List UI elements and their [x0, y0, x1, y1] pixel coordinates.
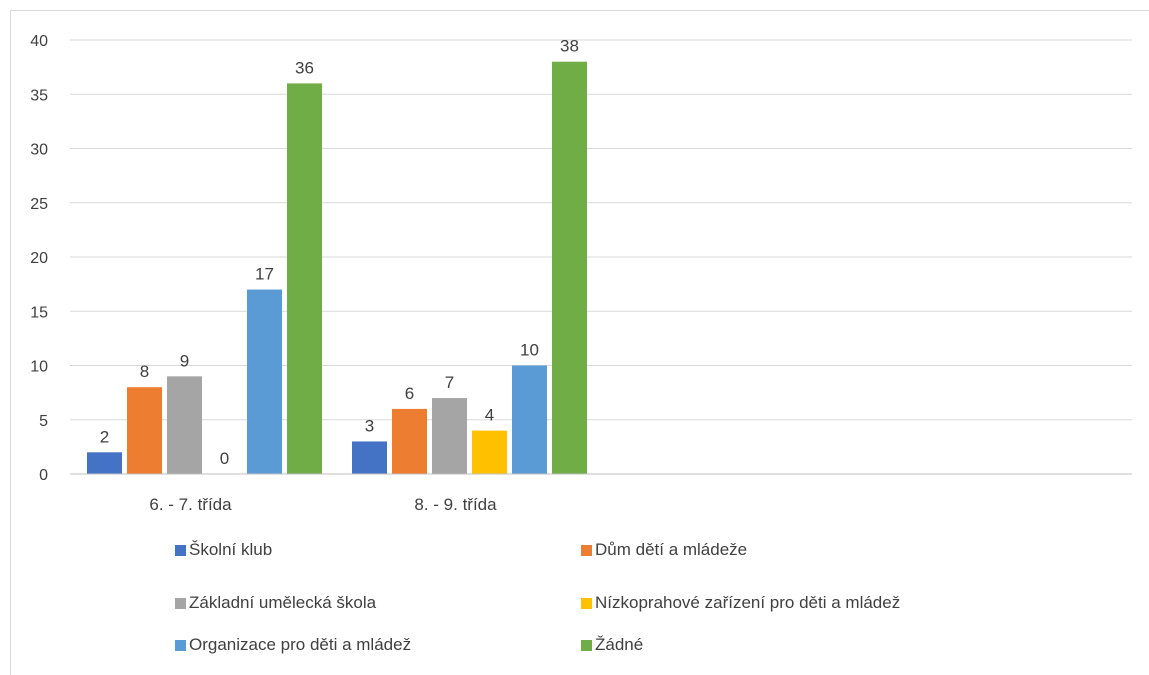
data-label: 4: [485, 406, 494, 425]
y-tick-label: 10: [30, 359, 48, 376]
gridlines: [70, 39, 1132, 475]
chart-frame-left-border: [10, 10, 11, 675]
y-tick-label: 5: [39, 413, 48, 430]
bar: [432, 398, 467, 474]
data-label: 6: [405, 384, 414, 403]
data-label: 9: [180, 351, 189, 370]
data-label: 17: [255, 265, 274, 284]
data-label: 8: [140, 362, 149, 381]
y-tick-label: 0: [39, 467, 48, 484]
y-tick-label: 15: [30, 304, 48, 321]
bar: [127, 387, 162, 474]
data-label: 10: [520, 341, 539, 360]
bars: [87, 61, 587, 475]
bar: [352, 441, 387, 474]
y-tick-label: 35: [30, 87, 48, 104]
x-category-label: 8. - 9. třída: [414, 495, 497, 514]
bar: [87, 452, 122, 474]
y-tick-label: 20: [30, 250, 48, 267]
bar: [472, 430, 507, 474]
bar: [167, 376, 202, 474]
bar: [512, 365, 547, 474]
data-label: 7: [445, 373, 454, 392]
data-label: 0: [220, 449, 229, 468]
bar: [552, 61, 587, 474]
bar: [287, 83, 322, 475]
data-label: 2: [100, 427, 109, 446]
chart-frame-top-border: [10, 10, 1149, 11]
data-label: 3: [365, 416, 374, 435]
x-category-label: 6. - 7. třída: [149, 495, 232, 514]
y-tick-label: 25: [30, 196, 48, 213]
y-tick-label: 30: [30, 142, 48, 159]
data-label: 36: [295, 58, 314, 77]
bar: [247, 289, 282, 474]
data-label: 38: [560, 37, 579, 56]
y-tick-label: 40: [30, 33, 48, 50]
bar: [392, 408, 427, 474]
